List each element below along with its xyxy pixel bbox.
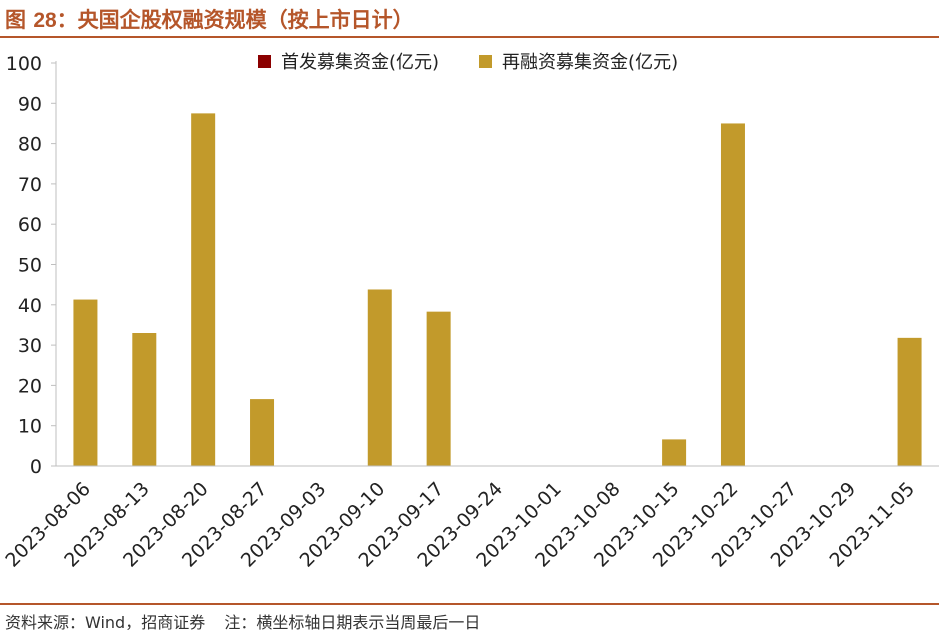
y-tick-label: 90 xyxy=(18,93,42,115)
bar-refinancing-2023-08-20 xyxy=(191,113,216,466)
legend-swatch-ipo xyxy=(258,54,271,68)
figure-title-prefix: 图 xyxy=(5,7,26,32)
bar-refinancing-2023-08-27 xyxy=(250,399,275,466)
figure-title-text: 央国企股权融资规模（按上市日计） xyxy=(77,7,414,32)
bar-refinancing-2023-10-15 xyxy=(662,439,687,466)
source-text: 资料来源：Wind，招商证券 xyxy=(5,613,206,632)
bar-refinancing-2023-08-06 xyxy=(73,299,98,466)
note-text: 注：横坐标轴日期表示当周最后一日 xyxy=(224,613,481,632)
legend-label-ipo: 首发募集资金(亿元) xyxy=(281,52,440,73)
legend-label-refinancing: 再融资募集资金(亿元) xyxy=(502,52,679,73)
legend-swatch-refinancing xyxy=(479,54,493,68)
figure-title-number: 28 xyxy=(33,9,57,32)
x-axis: 2023-08-062023-08-132023-08-202023-08-27… xyxy=(1,465,939,572)
y-tick-label: 60 xyxy=(18,214,42,236)
bar-refinancing-2023-08-13 xyxy=(132,333,157,466)
y-tick-label: 70 xyxy=(18,174,42,196)
y-axis: 0 10 20 30 40 50 60 70 80 90 100 xyxy=(6,53,57,478)
legend: 首发募集资金(亿元) 再融资募集资金(亿元) xyxy=(258,48,718,74)
y-tick-label: 20 xyxy=(18,375,42,397)
bar-refinancing-2023-11-05 xyxy=(897,337,922,466)
source-note: 资料来源：Wind，招商证券 注：横坐标轴日期表示当周最后一日 xyxy=(5,609,494,633)
y-tick-label: 50 xyxy=(18,255,42,277)
bar-chart: 0 10 20 30 40 50 60 70 80 90 100 2023-08-062023-08… xyxy=(1,53,939,572)
figure-title-colon: ： xyxy=(56,7,78,32)
footer-divider xyxy=(0,603,939,605)
bar-refinancing-2023-09-10 xyxy=(367,289,392,466)
figure-title: 图 28：央国企股权融资规模（按上市日计） xyxy=(5,4,414,34)
bars-group xyxy=(73,113,922,466)
y-tick-label: 40 xyxy=(18,295,42,317)
y-tick-label: 10 xyxy=(18,416,42,438)
y-tick-label: 100 xyxy=(6,53,42,75)
bar-refinancing-2023-09-17 xyxy=(426,311,451,466)
y-tick-label: 80 xyxy=(18,134,42,156)
y-tick-label: 0 xyxy=(30,456,42,478)
title-divider xyxy=(0,36,939,38)
bar-refinancing-2023-10-22 xyxy=(720,123,745,466)
y-tick-label: 30 xyxy=(18,335,42,357)
legend-item-ipo: 首发募集资金(亿元) xyxy=(258,48,439,74)
legend-item-refinancing: 再融资募集资金(亿元) xyxy=(479,48,678,74)
